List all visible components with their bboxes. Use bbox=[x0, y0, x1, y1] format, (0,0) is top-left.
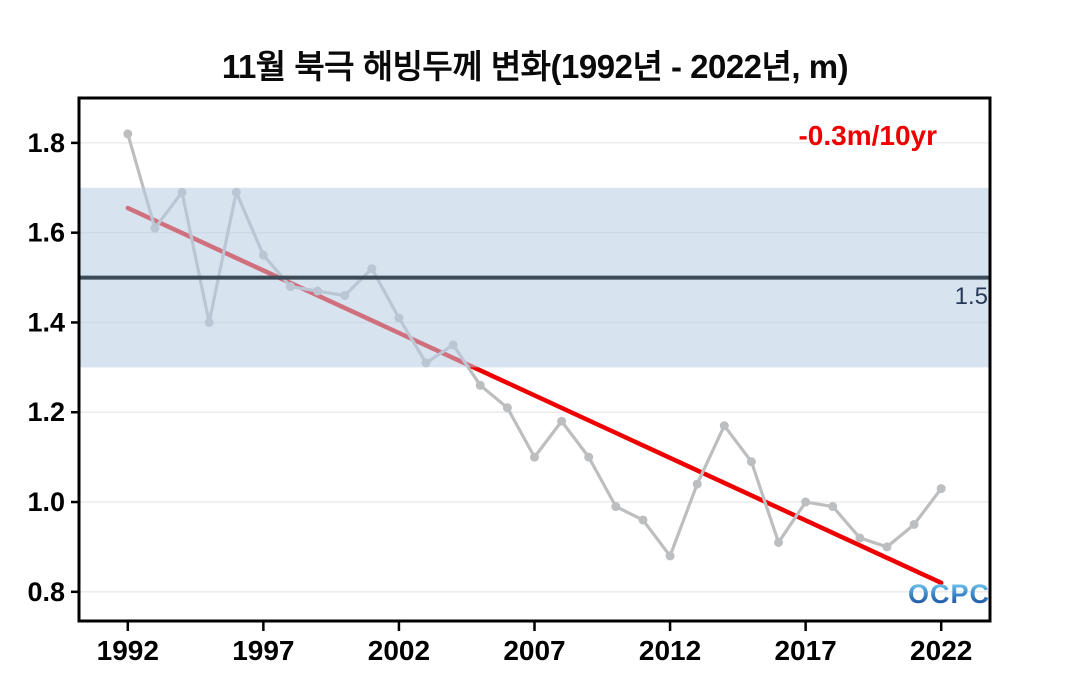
x-tick-label: 2017 bbox=[774, 635, 836, 666]
x-tick-label: 2002 bbox=[368, 635, 430, 666]
y-tick-label: 0.8 bbox=[27, 577, 65, 607]
y-tick-label: 1.0 bbox=[27, 487, 65, 517]
trend-annotation: -0.3m/10yr bbox=[798, 120, 937, 151]
data-point bbox=[557, 416, 567, 426]
data-point bbox=[746, 457, 756, 467]
y-tick-label: 1.2 bbox=[27, 397, 65, 427]
data-point bbox=[828, 502, 838, 512]
data-point bbox=[611, 502, 621, 512]
data-point bbox=[882, 542, 892, 552]
data-point bbox=[530, 452, 539, 462]
x-tick-label: 1992 bbox=[97, 635, 159, 666]
data-point bbox=[936, 484, 946, 494]
x-tick-label: 2012 bbox=[639, 635, 701, 666]
plot-frame bbox=[77, 96, 992, 623]
x-tick-label: 2007 bbox=[503, 635, 565, 666]
data-point bbox=[801, 497, 811, 507]
chart-title: 11월 북극 해빙두께 변화(1992년 - 2022년, m) bbox=[221, 48, 849, 85]
data-point bbox=[665, 551, 675, 561]
data-point bbox=[123, 129, 133, 139]
reference-line-label: 1.5 bbox=[954, 283, 988, 310]
data-point bbox=[774, 537, 784, 547]
y-tick-label: 1.4 bbox=[27, 307, 65, 337]
ocpc-logo: OCPC bbox=[908, 579, 991, 609]
data-point bbox=[502, 403, 512, 413]
data-point bbox=[855, 533, 865, 543]
data-point bbox=[692, 479, 702, 489]
data-point bbox=[475, 380, 485, 390]
data-point bbox=[719, 421, 729, 431]
x-tick-label: 2022 bbox=[910, 635, 972, 666]
data-point bbox=[584, 452, 594, 462]
data-point bbox=[909, 519, 919, 529]
x-tick-label: 1997 bbox=[232, 635, 294, 666]
data-point bbox=[638, 515, 648, 525]
y-tick-label: 1.8 bbox=[27, 128, 65, 158]
y-tick-label: 1.6 bbox=[27, 218, 65, 248]
